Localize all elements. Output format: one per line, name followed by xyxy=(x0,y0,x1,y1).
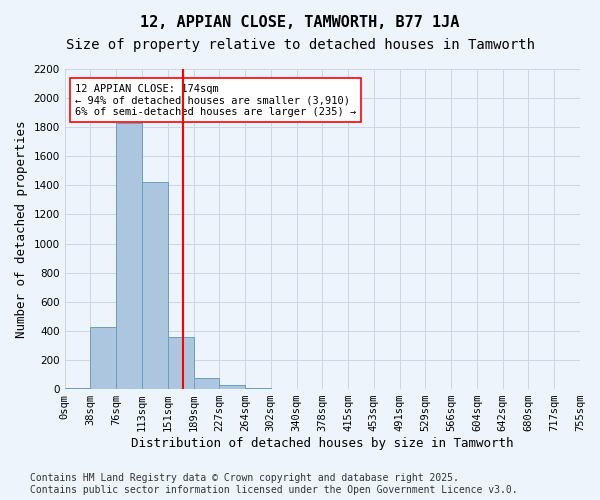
Y-axis label: Number of detached properties: Number of detached properties xyxy=(15,120,28,338)
Text: 12 APPIAN CLOSE: 174sqm
← 94% of detached houses are smaller (3,910)
6% of semi-: 12 APPIAN CLOSE: 174sqm ← 94% of detache… xyxy=(75,84,356,116)
Bar xyxy=(245,388,271,389)
Bar xyxy=(168,336,193,389)
Bar xyxy=(219,386,245,389)
Bar xyxy=(91,326,116,389)
Bar xyxy=(116,123,142,389)
Text: Contains HM Land Registry data © Crown copyright and database right 2025.
Contai: Contains HM Land Registry data © Crown c… xyxy=(30,474,518,495)
Bar xyxy=(142,182,168,389)
Bar xyxy=(193,378,219,389)
Bar xyxy=(65,388,91,389)
X-axis label: Distribution of detached houses by size in Tamworth: Distribution of detached houses by size … xyxy=(131,437,514,450)
Text: Size of property relative to detached houses in Tamworth: Size of property relative to detached ho… xyxy=(65,38,535,52)
Text: 12, APPIAN CLOSE, TAMWORTH, B77 1JA: 12, APPIAN CLOSE, TAMWORTH, B77 1JA xyxy=(140,15,460,30)
